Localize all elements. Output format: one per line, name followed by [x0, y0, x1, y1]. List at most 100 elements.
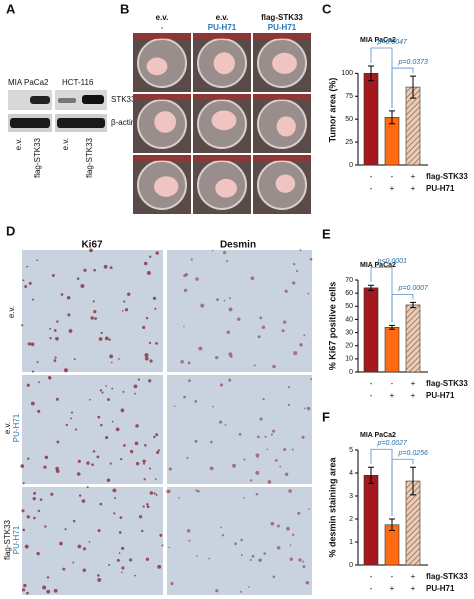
bar	[363, 287, 379, 373]
stain-dot	[157, 564, 162, 569]
stain-dot	[292, 281, 296, 285]
tissue-edge	[193, 155, 251, 161]
stain-dot	[98, 337, 103, 341]
stain-dot	[167, 489, 171, 493]
ihc-section	[22, 250, 163, 372]
stain-dot	[253, 364, 256, 367]
stain-dot	[284, 472, 289, 477]
y-tick-label: 2	[349, 516, 353, 523]
error-bar	[389, 324, 395, 330]
stain-dot	[142, 459, 146, 463]
stain-dot	[279, 465, 282, 468]
y-tick-label: 75	[345, 93, 353, 100]
blot-band	[57, 118, 105, 128]
stain-dot	[134, 441, 139, 446]
blot-band	[10, 118, 50, 128]
stain-dot	[21, 324, 24, 327]
stain-dot	[97, 529, 101, 533]
stain-dot	[155, 493, 158, 496]
stain-dot	[180, 359, 184, 364]
condition-sign: -	[370, 391, 373, 400]
chart-title: MIA PaCa2	[360, 262, 396, 269]
stain-dot	[145, 557, 150, 561]
stain-dot	[247, 586, 250, 588]
stain-dot	[39, 498, 43, 501]
tumor	[276, 116, 296, 137]
condition-sign: -	[370, 184, 373, 193]
y-tick-label: 60	[345, 290, 353, 297]
tumor	[211, 110, 237, 131]
stain-dot	[220, 526, 223, 529]
stain-dot	[129, 449, 134, 454]
stain-dot	[135, 461, 140, 466]
stain-dot	[196, 554, 198, 557]
stain-dot	[286, 526, 290, 531]
stain-dot	[97, 415, 101, 419]
stain-dot	[63, 368, 68, 373]
stain-dot	[33, 491, 36, 495]
stain-dot	[137, 378, 140, 381]
stain-dot	[49, 337, 52, 340]
stain-dot	[122, 390, 125, 393]
tumor	[275, 174, 296, 193]
stain-dot	[28, 281, 32, 285]
stain-dot	[118, 531, 122, 534]
stain-dot	[194, 439, 198, 443]
ihc-section	[167, 487, 312, 595]
stain-dot	[20, 464, 25, 468]
stain-dot	[127, 292, 131, 296]
stain-dot	[302, 565, 306, 569]
stain-dot	[304, 407, 306, 410]
stain-dot	[31, 370, 35, 373]
stain-dot	[88, 398, 91, 401]
condition-label: PU-H71	[426, 184, 455, 193]
stain-dot	[72, 519, 76, 523]
panel-label: B	[120, 1, 129, 16]
stain-dot	[276, 524, 280, 528]
ihc-image-grid	[20, 248, 313, 595]
stain-dot	[298, 558, 302, 562]
stain-dot	[116, 558, 120, 562]
condition-sign: +	[390, 391, 395, 400]
condition-sign: -	[370, 572, 373, 581]
stain-dot	[270, 521, 275, 526]
stain-dot	[142, 462, 146, 465]
stain-dot	[272, 575, 276, 579]
stain-dot	[240, 538, 243, 542]
condition-label: flag-STK33	[426, 572, 468, 581]
error-bar	[368, 65, 374, 82]
stain-dot	[27, 457, 30, 460]
stain-dot	[215, 589, 219, 593]
chart-title: MIA PaCa2	[360, 37, 396, 44]
y-tick-label: 20	[345, 343, 353, 350]
stain-dot	[36, 361, 39, 364]
stain-dot	[219, 383, 224, 387]
condition-sign: -	[391, 172, 394, 181]
stain-dot	[55, 469, 60, 473]
stain-dot	[93, 309, 97, 314]
stain-dot	[112, 488, 117, 493]
stain-dot	[302, 560, 305, 563]
stain-dot	[70, 417, 72, 420]
stain-dot	[138, 515, 143, 519]
stain-dot	[37, 409, 41, 413]
stain-dot	[186, 529, 191, 533]
stain-dot	[237, 317, 241, 321]
stain-dot	[111, 387, 114, 390]
stain-dot	[188, 379, 191, 383]
stain-dot	[110, 361, 113, 364]
stain-dot	[21, 509, 25, 513]
stain-dot	[44, 525, 47, 528]
tumor-image-grid	[133, 33, 311, 214]
stain-dot	[293, 262, 296, 266]
stain-dot	[188, 539, 191, 542]
stain-dot	[77, 459, 81, 463]
bar	[384, 327, 400, 373]
tumor	[154, 111, 177, 133]
sig-bracket	[391, 293, 414, 323]
stain-dot	[50, 492, 54, 496]
stain-dot	[26, 383, 30, 387]
stain-dot	[105, 435, 109, 440]
stain-dot	[44, 455, 49, 460]
stain-dot	[106, 398, 110, 402]
